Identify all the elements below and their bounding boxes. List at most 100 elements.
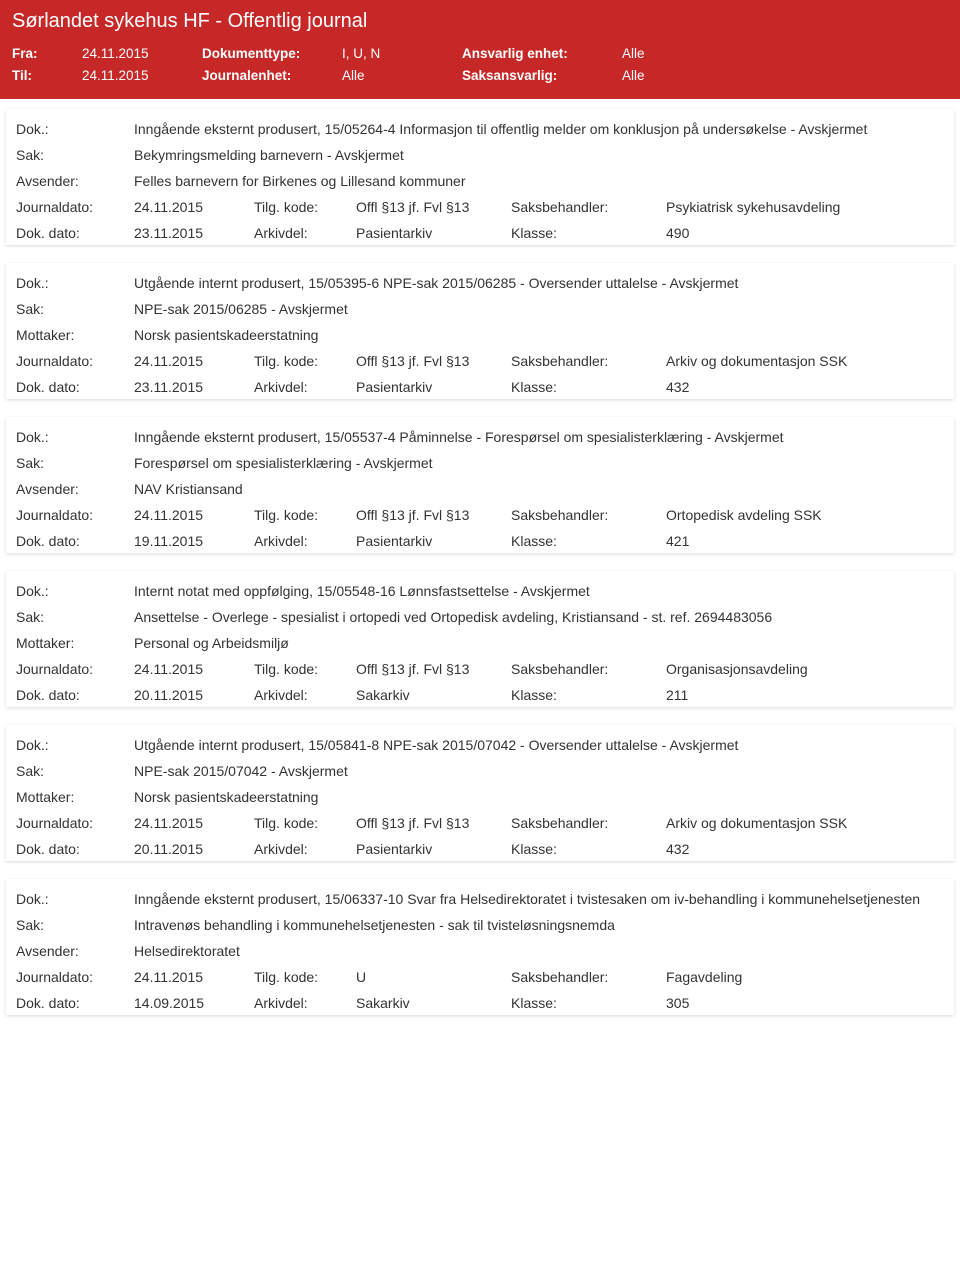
party-label: Avsender: <box>16 173 134 189</box>
entry-grid: Journaldato:24.11.2015Tilg. kode:Offl §1… <box>16 661 950 703</box>
klasse-label: Klasse: <box>511 533 666 549</box>
journal-entry: Dok.:Utgående internt produsert, 15/0539… <box>6 263 954 399</box>
entry-grid: Journaldato:24.11.2015Tilg. kode:Offl §1… <box>16 815 950 857</box>
journaldato-value: 24.11.2015 <box>134 199 254 215</box>
journaldato-label: Journaldato: <box>16 969 134 985</box>
dokdato-value: 14.09.2015 <box>134 995 254 1011</box>
saksbehandler-value: Psykiatrisk sykehusavdeling <box>666 199 950 215</box>
dok-line: Dok.:Inngående eksternt produsert, 15/06… <box>16 891 950 907</box>
journalenhet-value: Alle <box>342 65 462 87</box>
sak-label: Sak: <box>16 301 134 317</box>
dok-label: Dok.: <box>16 891 134 907</box>
klasse-value: 211 <box>666 687 950 703</box>
arkivdel-value: Pasientarkiv <box>356 841 511 857</box>
tilg-value: Offl §13 jf. Fvl §13 <box>356 507 511 523</box>
klasse-label: Klasse: <box>511 225 666 241</box>
tilg-label: Tilg. kode: <box>254 507 356 523</box>
sak-value: NPE-sak 2015/06285 - Avskjermet <box>134 301 950 317</box>
journaldato-label: Journaldato: <box>16 199 134 215</box>
dokdato-value: 20.11.2015 <box>134 687 254 703</box>
sak-label: Sak: <box>16 763 134 779</box>
header-row-1: Fra: 24.11.2015 Dokumenttype: I, U, N An… <box>12 43 948 65</box>
til-label: Til: <box>12 65 82 87</box>
dok-value: Utgående internt produsert, 15/05395-6 N… <box>134 275 950 291</box>
dokdato-value: 20.11.2015 <box>134 841 254 857</box>
party-value: Personal og Arbeidsmiljø <box>134 635 950 651</box>
sak-label: Sak: <box>16 455 134 471</box>
journaldato-value: 24.11.2015 <box>134 353 254 369</box>
saksansvarlig-label: Saksansvarlig: <box>462 65 622 87</box>
klasse-label: Klasse: <box>511 841 666 857</box>
dokdato-label: Dok. dato: <box>16 687 134 703</box>
dokdato-value: 23.11.2015 <box>134 379 254 395</box>
arkivdel-label: Arkivdel: <box>254 995 356 1011</box>
sak-line: Sak:NPE-sak 2015/06285 - Avskjermet <box>16 301 950 317</box>
journal-entry: Dok.:Inngående eksternt produsert, 15/06… <box>6 879 954 1015</box>
arkivdel-label: Arkivdel: <box>254 533 356 549</box>
saksbehandler-value: Ortopedisk avdeling SSK <box>666 507 950 523</box>
saksbehandler-label: Saksbehandler: <box>511 661 666 677</box>
doktype-label: Dokumenttype: <box>202 43 342 65</box>
tilg-value: Offl §13 jf. Fvl §13 <box>356 199 511 215</box>
doktype-value: I, U, N <box>342 43 462 65</box>
sak-label: Sak: <box>16 147 134 163</box>
sak-value: Ansettelse - Overlege - spesialist i ort… <box>134 609 950 625</box>
fra-value: 24.11.2015 <box>82 43 202 65</box>
dok-value: Inngående eksternt produsert, 15/05264-4… <box>134 121 950 137</box>
tilg-label: Tilg. kode: <box>254 815 356 831</box>
journaldato-value: 24.11.2015 <box>134 969 254 985</box>
tilg-label: Tilg. kode: <box>254 969 356 985</box>
arkivdel-label: Arkivdel: <box>254 225 356 241</box>
klasse-label: Klasse: <box>511 995 666 1011</box>
dokdato-value: 19.11.2015 <box>134 533 254 549</box>
dok-line: Dok.:Internt notat med oppfølging, 15/05… <box>16 583 950 599</box>
entries-container: Dok.:Inngående eksternt produsert, 15/05… <box>0 109 960 1015</box>
tilg-value: Offl §13 jf. Fvl §13 <box>356 353 511 369</box>
dokdato-label: Dok. dato: <box>16 995 134 1011</box>
party-line: Mottaker:Personal og Arbeidsmiljø <box>16 635 950 651</box>
klasse-value: 421 <box>666 533 950 549</box>
journal-entry: Dok.:Inngående eksternt produsert, 15/05… <box>6 109 954 245</box>
saksbehandler-value: Arkiv og dokumentasjon SSK <box>666 815 950 831</box>
party-value: Felles barnevern for Birkenes og Lillesa… <box>134 173 950 189</box>
arkivdel-label: Arkivdel: <box>254 379 356 395</box>
klasse-value: 432 <box>666 841 950 857</box>
dok-label: Dok.: <box>16 275 134 291</box>
sak-value: Bekymringsmelding barnevern - Avskjermet <box>134 147 950 163</box>
saksbehandler-label: Saksbehandler: <box>511 199 666 215</box>
party-value: Helsedirektoratet <box>134 943 950 959</box>
arkivdel-value: Pasientarkiv <box>356 379 511 395</box>
party-line: Avsender:NAV Kristiansand <box>16 481 950 497</box>
dok-value: Inngående eksternt produsert, 15/06337-1… <box>134 891 950 907</box>
party-line: Avsender:Felles barnevern for Birkenes o… <box>16 173 950 189</box>
dok-value: Utgående internt produsert, 15/05841-8 N… <box>134 737 950 753</box>
sak-line: Sak:Bekymringsmelding barnevern - Avskje… <box>16 147 950 163</box>
arkivdel-value: Pasientarkiv <box>356 225 511 241</box>
dok-label: Dok.: <box>16 583 134 599</box>
arkivdel-value: Sakarkiv <box>356 687 511 703</box>
arkivdel-value: Sakarkiv <box>356 995 511 1011</box>
party-value: Norsk pasientskadeerstatning <box>134 789 950 805</box>
dokdato-label: Dok. dato: <box>16 841 134 857</box>
entry-grid: Journaldato:24.11.2015Tilg. kode:USaksbe… <box>16 969 950 1011</box>
journaldato-value: 24.11.2015 <box>134 507 254 523</box>
journal-entry: Dok.:Inngående eksternt produsert, 15/05… <box>6 417 954 553</box>
tilg-label: Tilg. kode: <box>254 199 356 215</box>
party-value: NAV Kristiansand <box>134 481 950 497</box>
party-label: Mottaker: <box>16 327 134 343</box>
header-row-2: Til: 24.11.2015 Journalenhet: Alle Saksa… <box>12 65 948 87</box>
journaldato-label: Journaldato: <box>16 507 134 523</box>
dok-line: Dok.:Inngående eksternt produsert, 15/05… <box>16 121 950 137</box>
page-title: Sørlandet sykehus HF - Offentlig journal <box>12 10 948 33</box>
sak-label: Sak: <box>16 917 134 933</box>
entry-grid: Journaldato:24.11.2015Tilg. kode:Offl §1… <box>16 199 950 241</box>
journal-entry: Dok.:Internt notat med oppfølging, 15/05… <box>6 571 954 707</box>
journaldato-label: Journaldato: <box>16 353 134 369</box>
dok-label: Dok.: <box>16 121 134 137</box>
dok-label: Dok.: <box>16 737 134 753</box>
fra-label: Fra: <box>12 43 82 65</box>
ansvarlig-label: Ansvarlig enhet: <box>462 43 622 65</box>
saksansvarlig-value: Alle <box>622 65 948 87</box>
klasse-value: 432 <box>666 379 950 395</box>
dok-value: Internt notat med oppfølging, 15/05548-1… <box>134 583 950 599</box>
